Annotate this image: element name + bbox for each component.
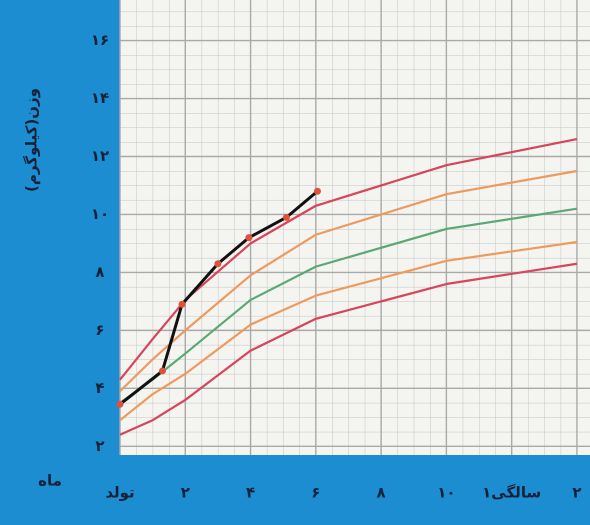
- data-point: [116, 400, 124, 408]
- data-point: [245, 234, 253, 242]
- data-point: [178, 300, 186, 308]
- series-line: [119, 240, 578, 422]
- y-axis-title: وزن(کیلوگرم): [23, 88, 41, 192]
- y-tick-label: ۱۲: [91, 147, 109, 165]
- x-axis-title: ماه: [38, 472, 62, 490]
- series-line: [119, 138, 578, 381]
- x-tick-label: ۱سالگی: [482, 484, 541, 502]
- data-point: [214, 260, 222, 268]
- data-point: [158, 367, 166, 375]
- x-tick-label: ۲: [181, 484, 190, 502]
- minor-grid: [120, 0, 590, 455]
- y-tick-label: ۱۶: [91, 31, 109, 49]
- x-tick-label: ۸: [377, 484, 386, 502]
- x-tick-label: تولد: [105, 484, 134, 502]
- x-tick-label: ۱۰: [437, 484, 455, 502]
- y-tick-label: ۶: [95, 321, 104, 339]
- y-tick-label: ۱۰: [91, 205, 109, 223]
- series-line: [119, 262, 578, 436]
- data-point: [313, 187, 321, 195]
- x-tick-label: ۲: [572, 484, 581, 502]
- x-tick-label: ۶: [311, 484, 320, 502]
- y-tick-label: ۲: [95, 437, 104, 455]
- x-tick-label: ۴: [246, 484, 255, 502]
- y-tick-label: ۸: [95, 263, 104, 281]
- data-point: [282, 213, 290, 221]
- y-tick-label: ۴: [95, 379, 104, 397]
- series-line: [119, 169, 578, 393]
- y-tick-label: ۱۴: [91, 89, 109, 107]
